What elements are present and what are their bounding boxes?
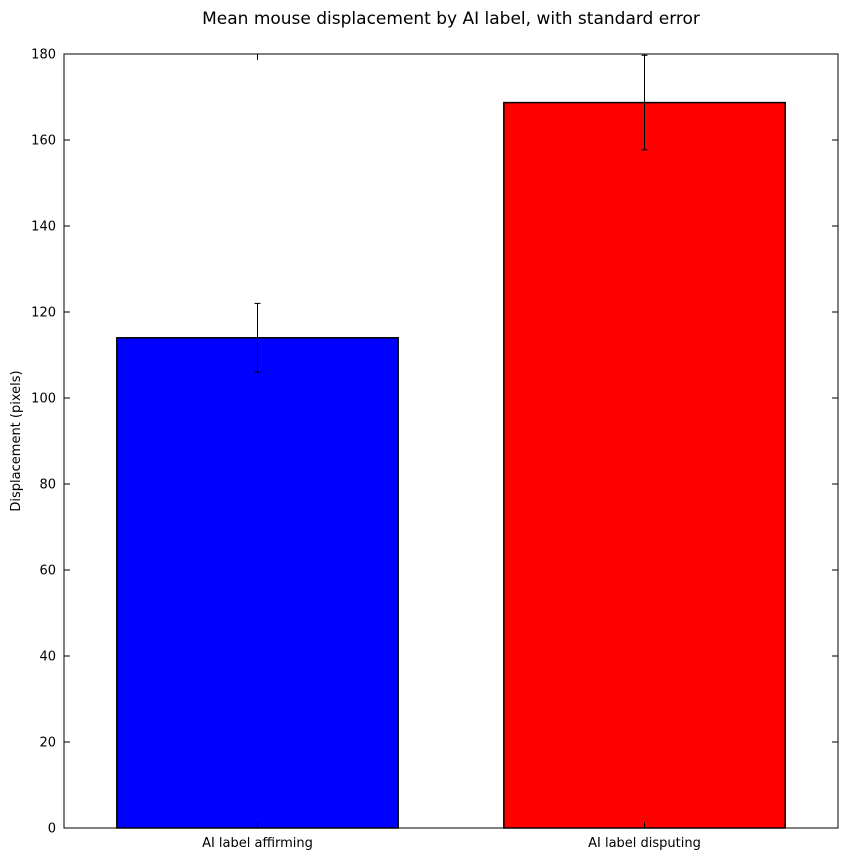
y-tick-label-1: 20 (39, 736, 56, 751)
y-tick-label-6: 120 (31, 306, 56, 321)
y-tick-label-8: 160 (31, 134, 56, 149)
y-tick-label-0: 0 (48, 822, 56, 837)
bar-1 (116, 337, 399, 829)
x-axis-ticks: AI label affirming AI label disputing (202, 54, 701, 851)
bar-2 (503, 101, 786, 829)
y-axis-ticks: 0 20 40 60 80 100 120 140 160 180 (31, 48, 838, 837)
bars-layer (116, 101, 786, 829)
chart-title: Mean mouse displacement by AI label, wit… (202, 9, 700, 29)
x-tick-label-1: AI label affirming (202, 836, 313, 851)
plot-frame (63, 53, 839, 829)
y-tick-label-5: 100 (31, 392, 56, 407)
x-tick-label-2: AI label disputing (588, 836, 701, 851)
y-tick-label-4: 80 (39, 478, 56, 493)
y-tick-label-7: 140 (31, 220, 56, 235)
y-tick-label-2: 40 (39, 650, 56, 665)
y-axis-label: Displacement (pixels) (9, 370, 24, 511)
y-tick-label-3: 60 (39, 564, 56, 579)
y-tick-label-9: 180 (31, 48, 56, 63)
